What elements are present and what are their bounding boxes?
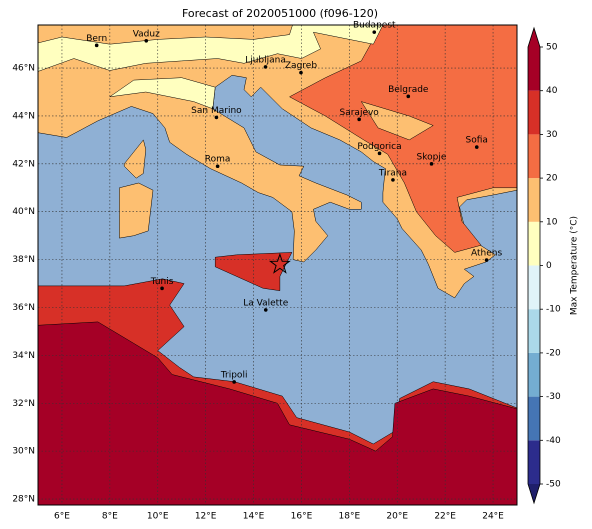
colorbar-label: Max Temperature (°C) xyxy=(570,216,580,315)
colorbar-tick-label: -20 xyxy=(546,348,561,358)
lon-tick-label: 12°E xyxy=(195,512,217,522)
city-dot xyxy=(232,380,236,384)
city-dot xyxy=(160,286,164,291)
lat-tick-label: 44°N xyxy=(12,111,35,121)
city-dot xyxy=(474,145,479,149)
colorbar-tick-label: -50 xyxy=(546,480,561,490)
land-region xyxy=(119,182,154,239)
city-dot xyxy=(299,70,303,75)
city-dot xyxy=(429,162,434,166)
lon-tick-label: 20°E xyxy=(386,512,408,522)
colorbar-bin xyxy=(528,440,540,484)
city-label: Roma xyxy=(205,155,231,165)
colorbar-bin xyxy=(528,178,540,222)
city-label: Sarajevo xyxy=(340,108,380,118)
lat-tick-label: 40°N xyxy=(12,207,35,217)
colorbar-tick-label: 30 xyxy=(546,130,558,140)
city-dot xyxy=(263,308,268,312)
city-dot xyxy=(94,43,99,48)
lon-tick-label: 10°E xyxy=(147,512,169,522)
lat-tick-label: 36°N xyxy=(12,303,35,313)
lat-tick-label: 38°N xyxy=(12,255,35,265)
lon-tick-label: 14°E xyxy=(243,512,265,522)
lat-tick-label: 34°N xyxy=(12,351,35,361)
city-dot xyxy=(144,39,149,43)
lat-tick-label: 28°N xyxy=(12,495,35,505)
axes: 6°E 8°E 10°E 12°E 14°E 16°E 18°E 20°E 22°E 24°E 28… xyxy=(12,64,504,522)
colorbar-bin xyxy=(528,90,540,135)
colorbar: -50 -40 -30 -20 -10 0 10 20 30 40 50 Max Temperatur… xyxy=(527,26,580,505)
lon-tick-label: 22°E xyxy=(434,512,456,522)
land-region xyxy=(109,77,216,110)
city-dot xyxy=(406,94,411,99)
lon-tick-label: 6°E xyxy=(54,512,70,522)
city-label: La Valette xyxy=(243,298,288,308)
city-label: Skopje xyxy=(417,152,447,162)
city-label: Ljubljana xyxy=(245,55,286,65)
lon-tick-label: 24°E xyxy=(482,512,504,522)
city-label: Zagreb xyxy=(285,61,317,71)
city-label: Bern xyxy=(86,34,107,44)
colorbar-tick-label: 50 xyxy=(546,43,558,53)
colorbar-tick-label: 10 xyxy=(546,217,558,227)
city-dot xyxy=(215,164,220,169)
map-frame xyxy=(37,24,518,506)
colorbar-bin xyxy=(528,396,540,441)
lat-tick-label: 42°N xyxy=(12,159,35,169)
city-label: Tripoli xyxy=(220,370,248,380)
colorbar-over xyxy=(528,28,540,47)
graticule xyxy=(38,25,517,505)
city-label: San Marino xyxy=(191,106,242,116)
land-region xyxy=(123,139,147,179)
colorbar-tick-label: -40 xyxy=(546,436,561,446)
colorbar-bin xyxy=(528,352,540,397)
colorbar-bin xyxy=(528,265,540,310)
colorbar-bin xyxy=(528,134,540,179)
star-marker xyxy=(268,252,291,274)
map-title: Forecast of 2020051000 (f096-120) xyxy=(182,7,378,20)
lon-tick-label: 18°E xyxy=(339,512,361,522)
city-label: Vaduz xyxy=(133,29,160,39)
city-dot xyxy=(214,115,219,120)
city-dot xyxy=(357,117,361,122)
city-label: Sofia xyxy=(466,136,488,146)
city-dot xyxy=(377,151,382,156)
lon-tick-label: 16°E xyxy=(291,512,313,522)
city-label: Tunis xyxy=(150,277,174,287)
city-label: Tirana xyxy=(378,168,407,178)
colorbar-tick-label: -30 xyxy=(546,392,561,402)
colorbar-bin xyxy=(528,221,540,266)
land-region xyxy=(38,25,293,45)
lat-tick-label: 32°N xyxy=(12,399,35,409)
city-label: Athens xyxy=(471,249,502,259)
colorbar-bin xyxy=(528,47,540,91)
land-region xyxy=(288,25,517,253)
city-label: Belgrade xyxy=(388,85,429,95)
city-dot xyxy=(391,178,395,182)
colorbar-bin xyxy=(528,309,540,353)
city-dot xyxy=(372,30,377,34)
city-label: Podgorica xyxy=(357,142,401,152)
colorbar-under xyxy=(528,484,540,503)
lon-tick-label: 8°E xyxy=(102,512,118,522)
city-dot xyxy=(484,258,489,262)
colorbar-tick-label: 20 xyxy=(546,174,558,184)
colorbar-tick-label: 0 xyxy=(546,261,552,271)
city-label: Budapest xyxy=(353,21,396,31)
colorbar-tick-label: -10 xyxy=(546,305,561,315)
colorbar-tick-label: 40 xyxy=(546,86,558,96)
land-region xyxy=(214,252,293,291)
lat-tick-label: 30°N xyxy=(12,447,35,457)
city-dot xyxy=(263,65,268,69)
lat-tick-label: 46°N xyxy=(12,64,35,74)
